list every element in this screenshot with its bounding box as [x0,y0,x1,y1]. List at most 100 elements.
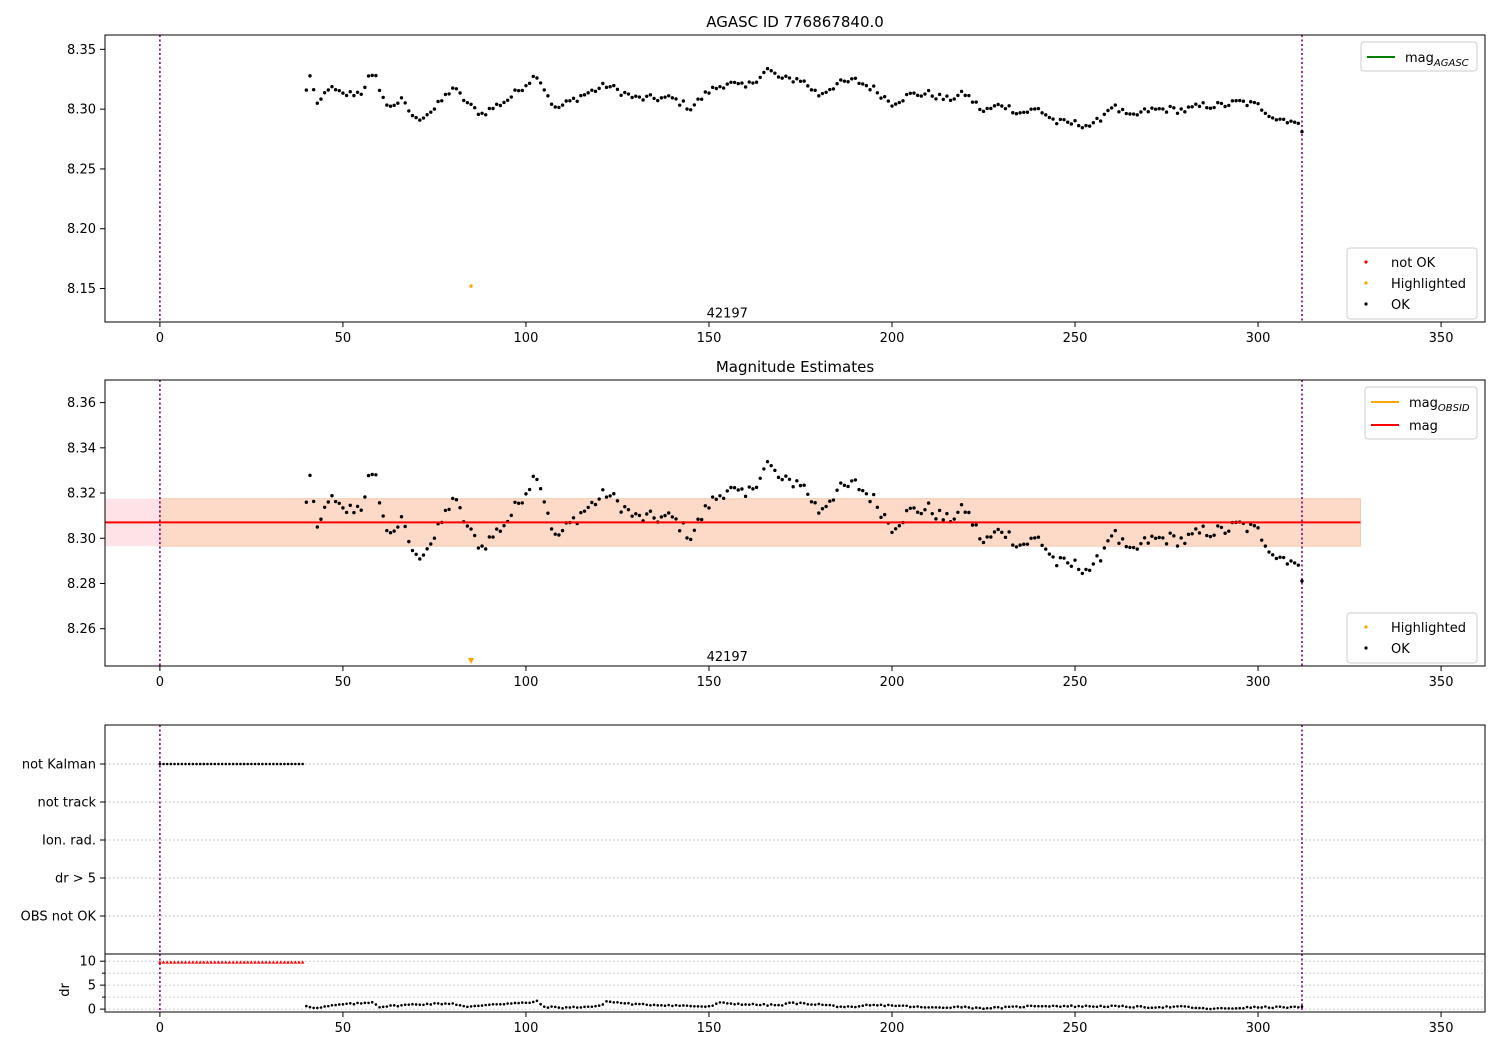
data-point-ok [985,106,989,111]
data-point-ok [926,88,931,93]
data-point-ok [1168,531,1172,535]
data-point-ok [963,510,967,514]
data-point-ok [835,82,839,86]
data-point-ok [769,69,773,73]
dr-point [466,1005,469,1009]
data-point-ok [985,535,989,539]
data-point-ok [762,70,766,75]
dr-point [356,1001,359,1005]
data-point-ok [1190,532,1194,536]
data-point-ok [729,485,733,490]
data-point-ok [857,487,861,492]
dr-point [407,1003,411,1006]
dr-point [1267,1006,1271,1009]
data-point-ok [1040,543,1044,548]
data-point-ok [904,92,909,97]
data-point-ok [861,82,865,86]
flag-point [257,762,261,766]
data-point-ok [692,103,697,107]
data-point-ok [908,91,913,95]
data-point-ok [410,113,415,118]
dr-point [927,1006,930,1009]
data-point-ok [791,485,795,489]
data-point-ok [784,74,788,78]
dr-clipped-point [194,960,199,964]
dr-point [378,1006,381,1009]
data-point-ok [879,515,883,520]
data-point-ok [736,488,740,492]
dr-point [550,1005,553,1008]
data-point-ok [407,539,411,544]
data-point-ok [850,479,854,483]
dr-point [586,1005,590,1008]
data-point-ok [1267,114,1271,119]
data-point-ok [429,110,433,114]
data-point-ok [604,495,609,499]
x-tick-label: 300 [1246,1021,1271,1036]
dr-point [579,1006,583,1009]
data-point-ok [1164,542,1169,546]
dr-clipped-point [260,960,265,964]
dr-point [780,1004,784,1007]
data-point-ok [542,500,546,504]
data-point-ok [1139,110,1143,114]
dr-point [462,1004,466,1008]
dr-point [608,1000,612,1004]
dr-point [1113,1004,1117,1008]
data-point-ok [1260,538,1264,542]
data-point-ok [1102,546,1107,550]
flag-point [184,762,187,766]
data-point-ok [817,511,821,515]
data-point-ok [425,547,429,551]
data-point-ok [934,517,938,521]
y-tick-label: 8.34 [67,441,96,456]
dr-point [1139,1005,1143,1008]
data-point-ok [699,517,704,522]
dr-point [1000,1007,1004,1010]
dr-point [451,1002,455,1005]
dr-point [1161,1006,1165,1009]
legend-marker [1364,281,1368,285]
dr-clipped-point [275,960,279,964]
data-point-ok [1212,105,1216,110]
data-point-ok [674,97,678,101]
dr-clipped-point [278,960,283,964]
data-point-ok [824,504,828,509]
data-point-ok [326,500,330,504]
data-point-ok [923,92,927,96]
data-point-ok [868,88,872,92]
data-point-ok [743,85,748,89]
data-point-ok [564,99,568,103]
dr-point [1227,1007,1231,1010]
data-point-ok [809,88,814,92]
dr-point [480,1004,484,1007]
data-point-ok [348,503,352,508]
dr-clipped-point [198,960,202,964]
dr-point [1103,1005,1106,1009]
flag-point [176,762,180,766]
data-point-ok [699,97,704,101]
data-point-ok [571,516,576,520]
data-point-ok [469,102,473,106]
data-point-ok [440,99,444,103]
x-tick-label: 250 [1063,331,1088,346]
data-point-ok [897,100,902,105]
dr-point [575,1006,579,1009]
dr-point [736,1002,740,1005]
data-point-ok [956,93,960,98]
dr-point [418,1003,422,1006]
dr-point [813,1003,817,1006]
data-point-ok [352,93,356,98]
dr-point [700,1005,703,1008]
data-point-ok [509,95,514,99]
data-point-ok [1179,107,1183,111]
dr-point [396,1004,400,1008]
dr-point [623,1002,627,1005]
data-point-ok [732,80,737,85]
data-point-ok [721,86,726,90]
x-tick-label: 200 [880,331,905,346]
dr-point [1007,1005,1011,1009]
data-point-ok [330,84,334,89]
dr-point [370,1000,374,1004]
data-point-ok [663,513,667,518]
